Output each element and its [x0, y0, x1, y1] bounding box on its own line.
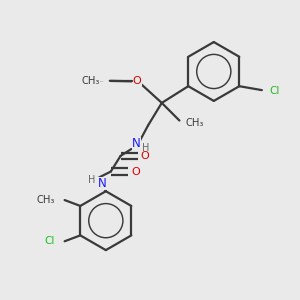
- Text: methoxy: methoxy: [98, 81, 104, 82]
- Text: CH₃: CH₃: [82, 76, 100, 86]
- Text: methoxy: methoxy: [94, 80, 100, 81]
- Text: CH₃: CH₃: [185, 118, 204, 128]
- Text: O: O: [141, 151, 149, 161]
- Text: H: H: [88, 176, 96, 185]
- Text: N: N: [98, 177, 106, 190]
- Text: Cl: Cl: [44, 236, 55, 246]
- Text: N: N: [132, 136, 141, 150]
- Text: CH₃: CH₃: [36, 195, 55, 205]
- Text: O: O: [133, 76, 142, 86]
- Text: Cl: Cl: [270, 86, 280, 96]
- Text: O: O: [131, 167, 140, 177]
- Text: H: H: [142, 143, 150, 153]
